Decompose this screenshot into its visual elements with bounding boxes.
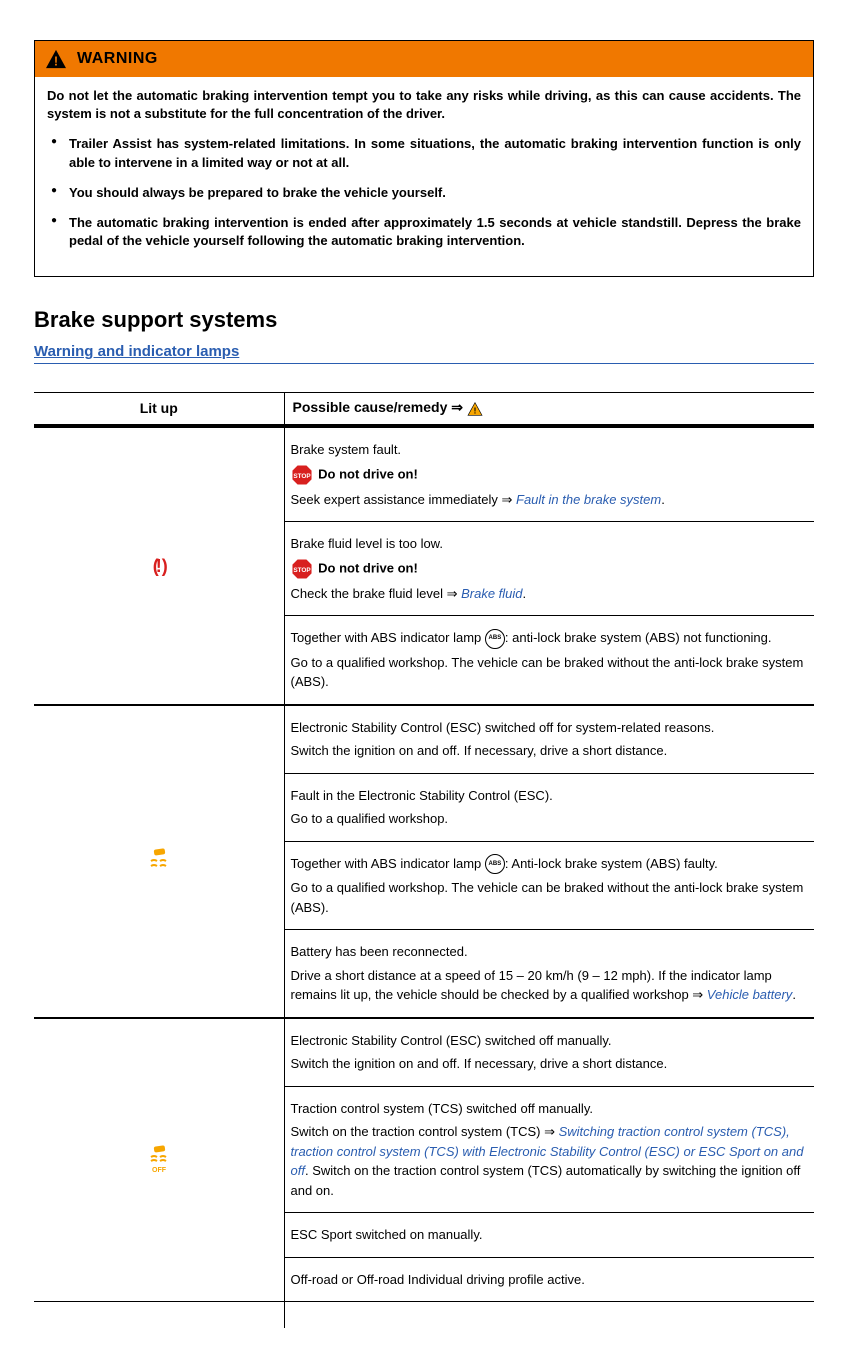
remedy-text: Switch on the traction control system (T… (291, 1122, 807, 1200)
warning-list: Trailer Assist has system-related limita… (47, 135, 801, 250)
link-brake-fluid[interactable]: Brake fluid (461, 586, 522, 601)
remedy-text: Go to a qualified workshop. The vehicle … (291, 878, 807, 917)
warning-box: ! WARNING Do not let the automatic braki… (34, 40, 814, 277)
abs-icon: ABS (485, 629, 505, 649)
cause-text: Electronic Stability Control (ESC) switc… (291, 718, 807, 738)
lamp-cell-esc-off-yellow: OFF (34, 1018, 284, 1302)
esc-skid-icon (148, 848, 170, 872)
cause-cell: Electronic Stability Control (ESC) switc… (284, 705, 814, 774)
table-row: Electronic Stability Control (ESC) switc… (34, 705, 814, 774)
esc-off-icon: OFF (148, 1145, 170, 1173)
cause-cell: Electronic Stability Control (ESC) switc… (284, 1018, 814, 1087)
warning-item: The automatic braking intervention is en… (47, 214, 801, 250)
col-header-cause-text: Possible cause/remedy ⇒ (293, 399, 463, 415)
link-fault-brake[interactable]: Fault in the brake system (516, 492, 661, 507)
remedy-text: Go to a qualified workshop. The vehicle … (291, 653, 807, 692)
link-vehicle-battery[interactable]: Vehicle battery (707, 987, 793, 1002)
cause-cell: Brake system fault. STOP Do not drive on… (284, 426, 814, 522)
cause-cell: Traction control system (TCS) switched o… (284, 1086, 814, 1213)
cause-cell: Off-road or Off-road Individual driving … (284, 1257, 814, 1302)
cause-text: Fault in the Electronic Stability Contro… (291, 786, 807, 806)
table-row-empty (34, 1302, 814, 1328)
table-row: OFF Electronic Stability Control (ESC) s… (34, 1018, 814, 1087)
cause-cell: Together with ABS indicator lamp ABS: An… (284, 841, 814, 930)
cause-cell: Battery has been reconnected. Drive a sh… (284, 930, 814, 1018)
warning-triangle-icon: ! (45, 49, 67, 69)
section-subheading: Warning and indicator lamps (34, 343, 814, 364)
stop-label: Do not drive on! (318, 560, 418, 575)
svg-text:STOP: STOP (293, 567, 311, 574)
cause-text: ESC Sport switched on manually. (291, 1225, 807, 1245)
cause-cell: ESC Sport switched on manually. (284, 1213, 814, 1258)
do-not-drive: STOP Do not drive on! (291, 464, 807, 486)
remedy-text: Check the brake fluid level ⇒ Brake flui… (291, 584, 807, 604)
lamp-cell-brake-red: (!) (34, 426, 284, 705)
do-not-drive: STOP Do not drive on! (291, 558, 807, 580)
warning-intro: Do not let the automatic braking interve… (47, 87, 801, 123)
svg-text:!: ! (54, 53, 58, 68)
warning-header: ! WARNING (35, 41, 813, 77)
stop-icon: STOP (291, 558, 313, 580)
empty-icon-cell (34, 1302, 284, 1328)
svg-text:!: ! (473, 406, 476, 415)
col-header-cause: Possible cause/remedy ⇒ ! (284, 393, 814, 427)
cause-text: Off-road or Off-road Individual driving … (291, 1270, 807, 1290)
warning-item: You should always be prepared to brake t… (47, 184, 801, 202)
cause-text: Electronic Stability Control (ESC) switc… (291, 1031, 807, 1051)
remedy-text: Go to a qualified workshop. (291, 809, 807, 829)
cause-text: Brake system fault. (291, 440, 807, 460)
empty-body-cell (284, 1302, 814, 1328)
indicator-table: Lit up Possible cause/remedy ⇒ ! (!) Bra… (34, 392, 814, 1328)
stop-icon: STOP (291, 464, 313, 486)
brake-warning-icon: (!) (153, 556, 165, 577)
abs-icon: ABS (485, 854, 505, 874)
warning-title: WARNING (77, 50, 158, 68)
warning-item: Trailer Assist has system-related limita… (47, 135, 801, 171)
cause-cell: Together with ABS indicator lamp ABS: an… (284, 616, 814, 705)
cause-text: Traction control system (TCS) switched o… (291, 1099, 807, 1119)
cause-cell: Fault in the Electronic Stability Contro… (284, 773, 814, 841)
cause-cell: Brake fluid level is too low. STOP Do no… (284, 522, 814, 616)
remedy-text: Seek expert assistance immediately ⇒ Fau… (291, 490, 807, 510)
remedy-text: Drive a short distance at a speed of 15 … (291, 966, 807, 1005)
section-heading: Brake support systems (34, 307, 814, 333)
table-header-row: Lit up Possible cause/remedy ⇒ ! (34, 393, 814, 427)
table-row: (!) Brake system fault. STOP Do not driv… (34, 426, 814, 522)
stop-label: Do not drive on! (318, 466, 418, 481)
cause-text: Battery has been reconnected. (291, 942, 807, 962)
cause-text: Together with ABS indicator lamp ABS: An… (291, 854, 807, 875)
warning-triangle-small-icon: ! (467, 402, 483, 416)
remedy-text: Switch the ignition on and off. If neces… (291, 741, 807, 761)
cause-text: Brake fluid level is too low. (291, 534, 807, 554)
lamp-cell-esc-yellow (34, 705, 284, 1018)
remedy-text: Switch the ignition on and off. If neces… (291, 1054, 807, 1074)
col-header-litup: Lit up (34, 393, 284, 427)
svg-text:STOP: STOP (293, 473, 311, 480)
cause-text: Together with ABS indicator lamp ABS: an… (291, 628, 807, 649)
warning-body: Do not let the automatic braking interve… (35, 77, 813, 276)
svg-text:OFF: OFF (152, 1167, 167, 1173)
